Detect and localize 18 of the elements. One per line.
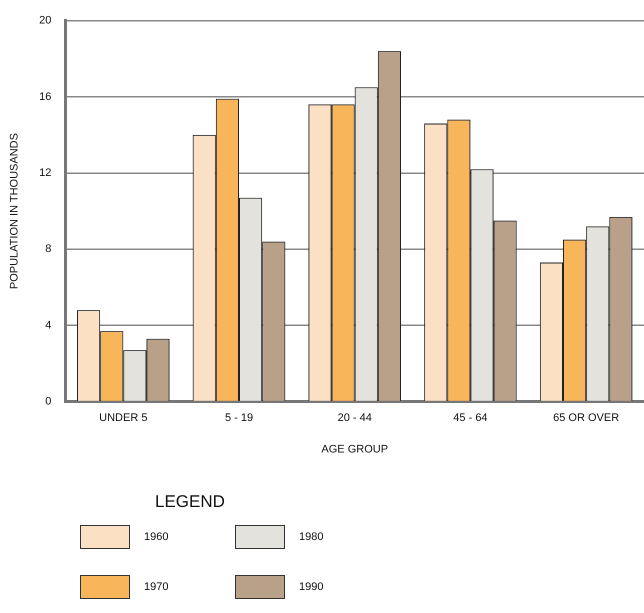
x-tick-label: 65 OR OVER <box>553 412 620 424</box>
legend-label: 1960 <box>144 531 168 543</box>
y-tick-label: 4 <box>45 319 52 332</box>
x-tick-label: 5 - 19 <box>224 412 254 424</box>
y-tick-label: 16 <box>39 90 52 103</box>
x-tick-label: 45 - 64 <box>453 412 488 424</box>
legend-label: 1970 <box>144 581 168 593</box>
legend-label: 1990 <box>299 581 324 593</box>
y-tick-label: 12 <box>39 167 52 180</box>
x-tick-label: UNDER 5 <box>99 412 148 424</box>
legend-label: 1980 <box>299 531 324 543</box>
x-axis-title: AGE GROUP <box>321 443 388 456</box>
x-tick-label: 20 - 44 <box>338 412 372 424</box>
legend-title: LEGEND <box>155 492 226 512</box>
y-axis-title: POPULATION IN THOUSANDS <box>8 133 21 290</box>
y-tick-label: 0 <box>45 396 52 408</box>
y-tick-label: 20 <box>39 14 52 27</box>
y-tick-label: 8 <box>45 243 52 256</box>
